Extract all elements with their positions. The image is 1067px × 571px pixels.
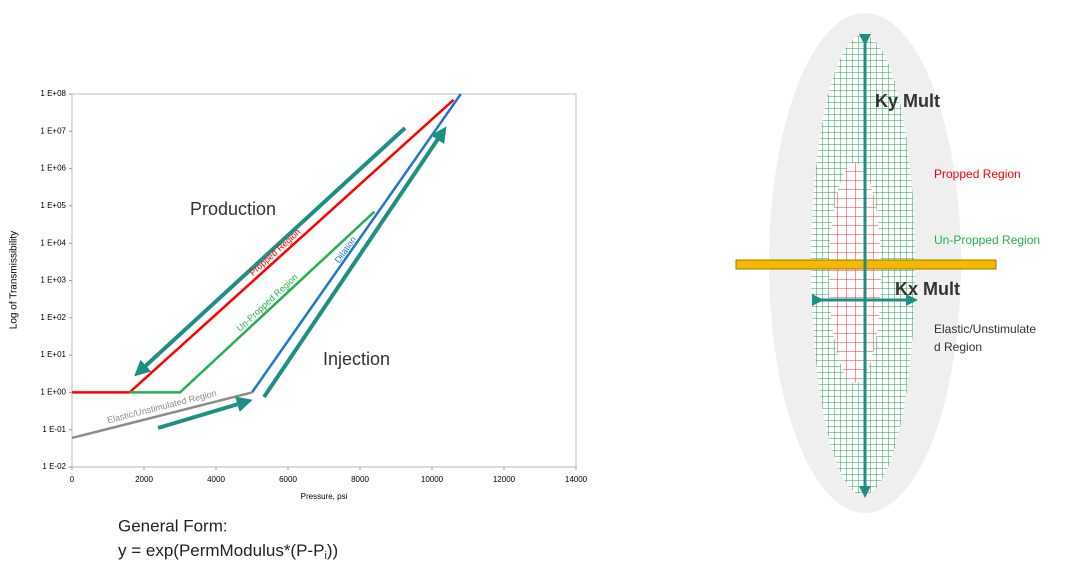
annotation: Injection — [323, 349, 390, 369]
formula-heading: General Form: — [118, 516, 228, 535]
kx-label: Kx Mult — [895, 279, 960, 299]
y-tick-label: 1 E+04 — [40, 238, 66, 247]
page: Production Injection Log of Transmissibi… — [0, 0, 1067, 566]
propped-label: Propped Region — [934, 167, 1021, 181]
y-tick-label: 1 E+05 — [40, 201, 66, 210]
series-line — [72, 392, 252, 438]
series-line — [72, 100, 454, 393]
y-tick-label: 1 E+02 — [40, 313, 66, 322]
elastic-label: d Region — [934, 340, 982, 354]
y-tick-label: 1 E-02 — [42, 462, 66, 471]
x-tick-label: 2000 — [135, 475, 153, 484]
y-tick-label: 1 E+07 — [40, 126, 66, 135]
y-tick-label: 1 E+00 — [40, 388, 66, 397]
y-tick-label: 1 E+06 — [40, 164, 66, 173]
y-tick-label: 1 E+01 — [40, 350, 66, 359]
series-label: Un-Propped Region — [235, 272, 300, 333]
x-tick-label: 14000 — [565, 475, 588, 484]
y-tick-label: 1 E-01 — [42, 425, 66, 434]
x-tick-label: 10000 — [421, 475, 444, 484]
slide: Production Injection Log of Transmissibi… — [0, 0, 1067, 566]
y-axis-label: Log of Transmissibility — [9, 231, 20, 329]
formula: y = exp(PermModulus*(P-Pi)) — [118, 541, 338, 561]
y-tick-label: 1 E+08 — [40, 89, 66, 98]
elastic-label: Elastic/Unstimulate — [934, 322, 1036, 336]
x-tick-label: 0 — [70, 475, 75, 484]
formula-text: y = exp(PermModulus*(P-P — [118, 541, 324, 560]
ky-label: Ky Mult — [875, 91, 940, 111]
unpropped-label: Un-Propped Region — [934, 233, 1040, 247]
x-tick-label: 12000 — [493, 475, 516, 484]
y-tick-label: 1 E+03 — [40, 276, 66, 285]
propped-region — [829, 163, 881, 383]
x-tick-label: 6000 — [279, 475, 297, 484]
x-axis-label: Pressure, psi — [301, 492, 348, 501]
x-tick-label: 4000 — [207, 475, 225, 484]
annotation: Production — [190, 199, 276, 219]
formula-tail: )) — [327, 541, 338, 560]
x-tick-label: 8000 — [351, 475, 369, 484]
series-label: Propped Region — [247, 227, 302, 278]
